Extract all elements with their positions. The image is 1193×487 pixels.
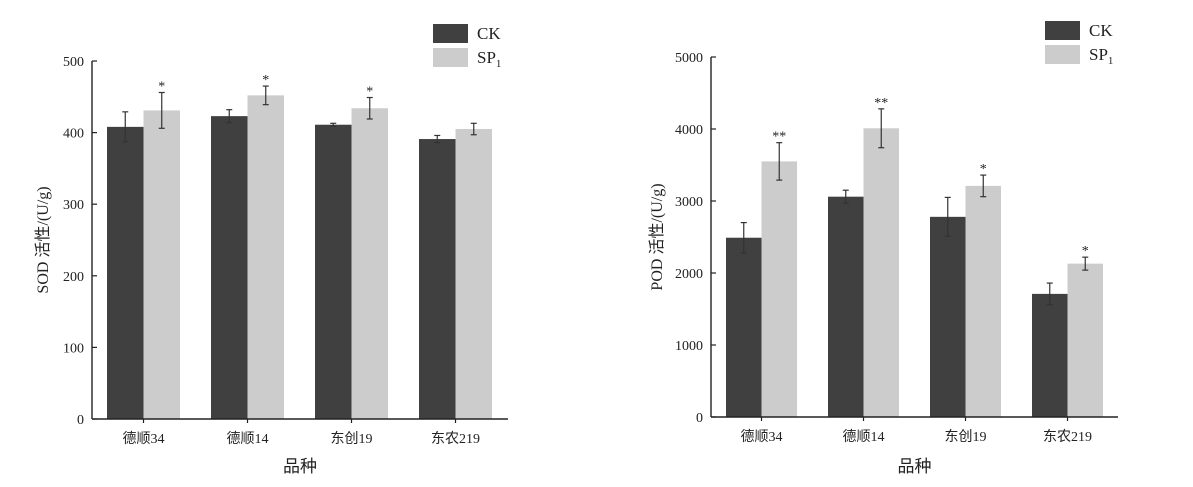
legend-label: CK bbox=[1089, 21, 1113, 40]
bar-ck-3 bbox=[1032, 293, 1068, 417]
legend-label-text: SP bbox=[477, 48, 496, 67]
significance-mark: * bbox=[158, 80, 165, 95]
x-tick-label: 东创19 bbox=[331, 431, 373, 447]
error-bar bbox=[1082, 256, 1089, 271]
x-tick-label: 东农219 bbox=[431, 431, 480, 447]
error-bar bbox=[330, 122, 337, 127]
bar-ck-0 bbox=[726, 237, 762, 417]
significance-mark: ** bbox=[772, 130, 786, 145]
y-tick-label: 5000 bbox=[675, 51, 703, 66]
legend-swatch bbox=[1045, 21, 1080, 40]
error-bar bbox=[776, 142, 783, 181]
error-bar bbox=[1046, 282, 1053, 306]
error-bar bbox=[842, 189, 849, 204]
error-bar bbox=[226, 109, 233, 124]
x-tick-label: 德顺34 bbox=[123, 431, 165, 447]
significance-mark: * bbox=[1082, 244, 1089, 259]
bar-ck-1 bbox=[211, 116, 248, 419]
chart-pod: ** 德顺34 ** 德顺14 * 东创19 * 东农219 0 1000 2000 3000 4000… bbox=[648, 21, 1118, 476]
bar-sp-1 bbox=[247, 95, 284, 420]
legend-item-ck: CK bbox=[433, 24, 501, 43]
legend-swatch bbox=[1045, 45, 1080, 64]
error-bar bbox=[980, 174, 987, 198]
legend-label: CK bbox=[477, 24, 501, 43]
legend-swatch bbox=[433, 24, 468, 43]
y-tick-label: 3000 bbox=[675, 195, 703, 210]
bar-sp-0 bbox=[143, 110, 180, 420]
error-bar bbox=[878, 108, 885, 149]
x-tick-label: 德顺14 bbox=[843, 429, 885, 445]
legend-label-text: SP bbox=[1089, 45, 1108, 64]
y-tick-label: 500 bbox=[63, 55, 84, 70]
y-axis-title: POD 活性/(U/g) bbox=[648, 183, 666, 290]
bar-ck-3 bbox=[419, 139, 456, 419]
x-tick-label: 德顺34 bbox=[741, 429, 783, 445]
legend-label-subscript: 1 bbox=[1108, 55, 1114, 67]
bar-ck-2 bbox=[930, 216, 966, 417]
legend-label-subscript: 1 bbox=[496, 58, 502, 70]
error-bar bbox=[740, 222, 747, 254]
bar-ck-1 bbox=[828, 196, 864, 417]
x-axis-title: 品种 bbox=[283, 457, 317, 476]
y-tick-label: 400 bbox=[63, 127, 84, 142]
y-tick-label: 200 bbox=[63, 270, 84, 285]
x-tick-label: 东创19 bbox=[945, 429, 987, 445]
error-bar bbox=[262, 85, 269, 106]
x-axis-title: 品种 bbox=[898, 457, 932, 476]
legend-label-text: CK bbox=[1089, 21, 1113, 40]
y-axis-title: SOD 活性/(U/g) bbox=[34, 186, 52, 293]
y-tick-label: 100 bbox=[63, 341, 84, 356]
error-bar bbox=[944, 196, 951, 237]
bar-sp-1 bbox=[863, 128, 899, 417]
bar-sp-0 bbox=[761, 161, 797, 417]
legend-item-ck: CK bbox=[1045, 21, 1113, 40]
legend-item-sp: SP1 bbox=[433, 48, 501, 70]
significance-mark: ** bbox=[874, 96, 888, 111]
error-bar bbox=[366, 96, 373, 120]
legend-label: SP1 bbox=[1089, 45, 1113, 67]
bar-sp-3 bbox=[455, 129, 492, 419]
legend-label: SP1 bbox=[477, 48, 501, 70]
significance-mark: * bbox=[366, 85, 373, 100]
y-tick-label: 1000 bbox=[675, 339, 703, 354]
bar-sp-2 bbox=[965, 185, 1001, 417]
legend-swatch bbox=[433, 48, 468, 67]
y-tick-label: 0 bbox=[77, 413, 84, 428]
significance-mark: * bbox=[262, 73, 269, 88]
legend-label-text: CK bbox=[477, 24, 501, 43]
legend-item-sp: SP1 bbox=[1045, 45, 1113, 67]
x-tick-label: 东农219 bbox=[1043, 429, 1092, 445]
y-tick-label: 2000 bbox=[675, 267, 703, 282]
error-bar bbox=[434, 134, 441, 144]
bar-sp-2 bbox=[351, 108, 388, 420]
y-tick-label: 0 bbox=[696, 411, 703, 426]
bar-ck-2 bbox=[315, 124, 352, 419]
error-bar bbox=[122, 111, 129, 143]
bar-ck-0 bbox=[107, 126, 144, 419]
y-tick-label: 4000 bbox=[675, 123, 703, 138]
significance-mark: * bbox=[980, 162, 987, 177]
chart-sod: * 德顺34 * 德顺14 * 东创19 东农219 0 100 200 300 400 500 品种 SO… bbox=[34, 24, 508, 476]
x-tick-label: 德顺14 bbox=[227, 431, 269, 447]
error-bar bbox=[158, 91, 165, 129]
bar-sp-3 bbox=[1067, 263, 1103, 417]
error-bar bbox=[470, 122, 477, 136]
y-tick-label: 300 bbox=[63, 198, 84, 213]
